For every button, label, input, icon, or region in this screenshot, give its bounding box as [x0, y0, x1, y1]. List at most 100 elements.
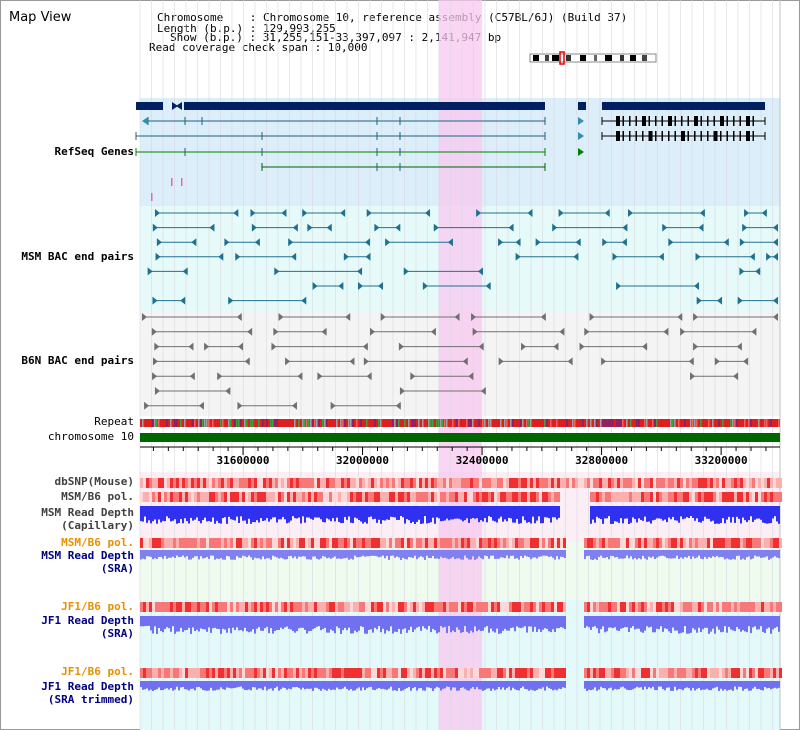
jf1-trim-depth: [260, 681, 262, 689]
jf1-b6-pol-trim-strip: [710, 668, 713, 678]
jf1-sra-depth: [404, 616, 406, 629]
jf1-sra-depth: [270, 616, 272, 629]
jf1-sra-depth: [648, 616, 650, 628]
jf1-sra-depth: [720, 616, 722, 633]
msm-b6-pol-sra-strip: [692, 538, 695, 548]
msm-b6-pol-sra-strip: [173, 538, 176, 548]
msm-capillary-depth: [666, 506, 668, 523]
msm-b6-pol-strip: [470, 492, 473, 502]
gene-block: [136, 102, 163, 110]
msm-b6-pol-sra-strip: [563, 538, 566, 548]
dbsnp-strip: [362, 478, 365, 488]
msm-b6-pol-strip: [323, 492, 326, 502]
msm-b6-pol-strip: [770, 492, 773, 502]
msm-sra-depth: [560, 550, 562, 557]
msm-sra-depth: [348, 550, 350, 560]
msm-capillary-depth: [658, 506, 660, 519]
repeat-segment: [426, 419, 428, 427]
track-label-refseq[interactable]: RefSeq Genes: [54, 145, 134, 158]
jf1-b6-pol-strip: [398, 602, 401, 612]
msm-sra-depth: [498, 550, 500, 559]
repeat-segment: [688, 419, 690, 427]
dbsnp-strip: [266, 478, 269, 488]
jf1-trim-depth: [768, 681, 770, 688]
track-label-b6n-bac[interactable]: B6N BAC end pairs: [21, 354, 134, 367]
msm-sra-depth: [732, 550, 734, 559]
msm-b6-pol-strip: [392, 492, 395, 502]
msm-sra-depth: [186, 550, 188, 557]
dbsnp-strip: [425, 478, 428, 488]
ideogram-band: [533, 55, 539, 61]
jf1-b6-pol-trim-strip: [512, 668, 515, 678]
msm-b6-pol-strip: [302, 492, 305, 502]
jf1-b6-pol-strip: [365, 602, 368, 612]
jf1-trim-depth: [414, 681, 416, 688]
jf1-b6-pol-strip: [290, 602, 293, 612]
jf1-sra-depth: [244, 616, 246, 628]
dbsnp-strip: [515, 478, 518, 488]
msm-sra-depth: [516, 550, 518, 559]
b6n-bac-pair-end: [567, 357, 573, 366]
msm-sra-depth: [192, 550, 194, 558]
track-label-msm-bac[interactable]: MSM BAC end pairs: [21, 250, 134, 263]
msm-bac-pair-end: [374, 223, 380, 232]
jf1-trim-depth: [168, 681, 170, 690]
gene-exon: [642, 131, 644, 141]
jf1-sra-depth: [472, 616, 474, 633]
msm-capillary-depth: [618, 506, 620, 523]
jf1-b6-pol-strip: [194, 602, 197, 612]
msm-b6-pol-strip: [650, 492, 653, 502]
repeat-segment: [418, 419, 420, 427]
jf1-sra-depth: [602, 616, 604, 627]
jf1-trim-depth: [692, 681, 694, 688]
msm-capillary-depth: [142, 506, 144, 522]
jf1-trim-depth: [656, 681, 658, 691]
jf1-b6-pol-trim-strip: [392, 668, 395, 678]
dbsnp-strip: [203, 478, 206, 488]
jf1-b6-pol-strip: [362, 602, 365, 612]
jf1-trim-depth: [640, 681, 642, 688]
dbsnp-strip: [215, 478, 218, 488]
jf1-b6-pol-strip: [368, 602, 371, 612]
jf1-b6-pol-trim-strip: [203, 668, 206, 678]
jf1-sra-depth: [704, 616, 706, 628]
msm-capillary-depth: [474, 506, 476, 519]
jf1-b6-pol-strip: [617, 602, 620, 612]
jf1-sra-depth: [178, 616, 180, 632]
jf1-trim-depth: [450, 681, 452, 691]
msm-b6-pol-sra-strip: [155, 538, 158, 548]
jf1-sra-depth: [268, 616, 270, 634]
jf1-b6-pol-trim-strip: [290, 668, 293, 678]
repeat-segment: [194, 419, 196, 427]
dbsnp-strip: [650, 478, 653, 488]
repeat-segment: [238, 419, 240, 427]
msm-b6-pol-strip: [458, 492, 461, 502]
msm-b6-pol-strip: [536, 492, 539, 502]
msm-capillary-depth: [224, 506, 226, 518]
jf1-sra-depth: [352, 616, 354, 634]
b6n-bac-pair-end: [273, 327, 279, 336]
b6n-bac-pair-end: [330, 401, 336, 410]
repeat-segment: [246, 419, 248, 427]
repeat-segment: [686, 419, 688, 427]
dbsnp-strip: [743, 478, 746, 488]
msm-sra-depth: [244, 550, 246, 557]
jf1-trim-depth: [604, 681, 606, 689]
msm-capillary-depth: [228, 506, 230, 517]
repeat-segment: [162, 419, 164, 427]
ideogram-band: [566, 55, 571, 61]
jf1-sra-depth: [380, 616, 382, 633]
msm-b6-pol-strip: [320, 492, 323, 502]
dbsnp-strip: [236, 478, 239, 488]
jf1-sra-depth: [522, 616, 524, 628]
jf1-trim-depth: [506, 681, 508, 689]
repeat-segment: [404, 419, 406, 427]
msm-b6-pol-sra-strip: [470, 538, 473, 548]
dbsnp-strip: [338, 478, 341, 488]
msm-b6-pol-strip: [356, 492, 359, 502]
jf1-sra-depth: [606, 616, 608, 632]
jf1-b6-pol-trim-strip: [293, 668, 296, 678]
jf1-b6-pol-trim-strip: [563, 668, 566, 678]
jf1-b6-pol-strip: [755, 602, 758, 612]
